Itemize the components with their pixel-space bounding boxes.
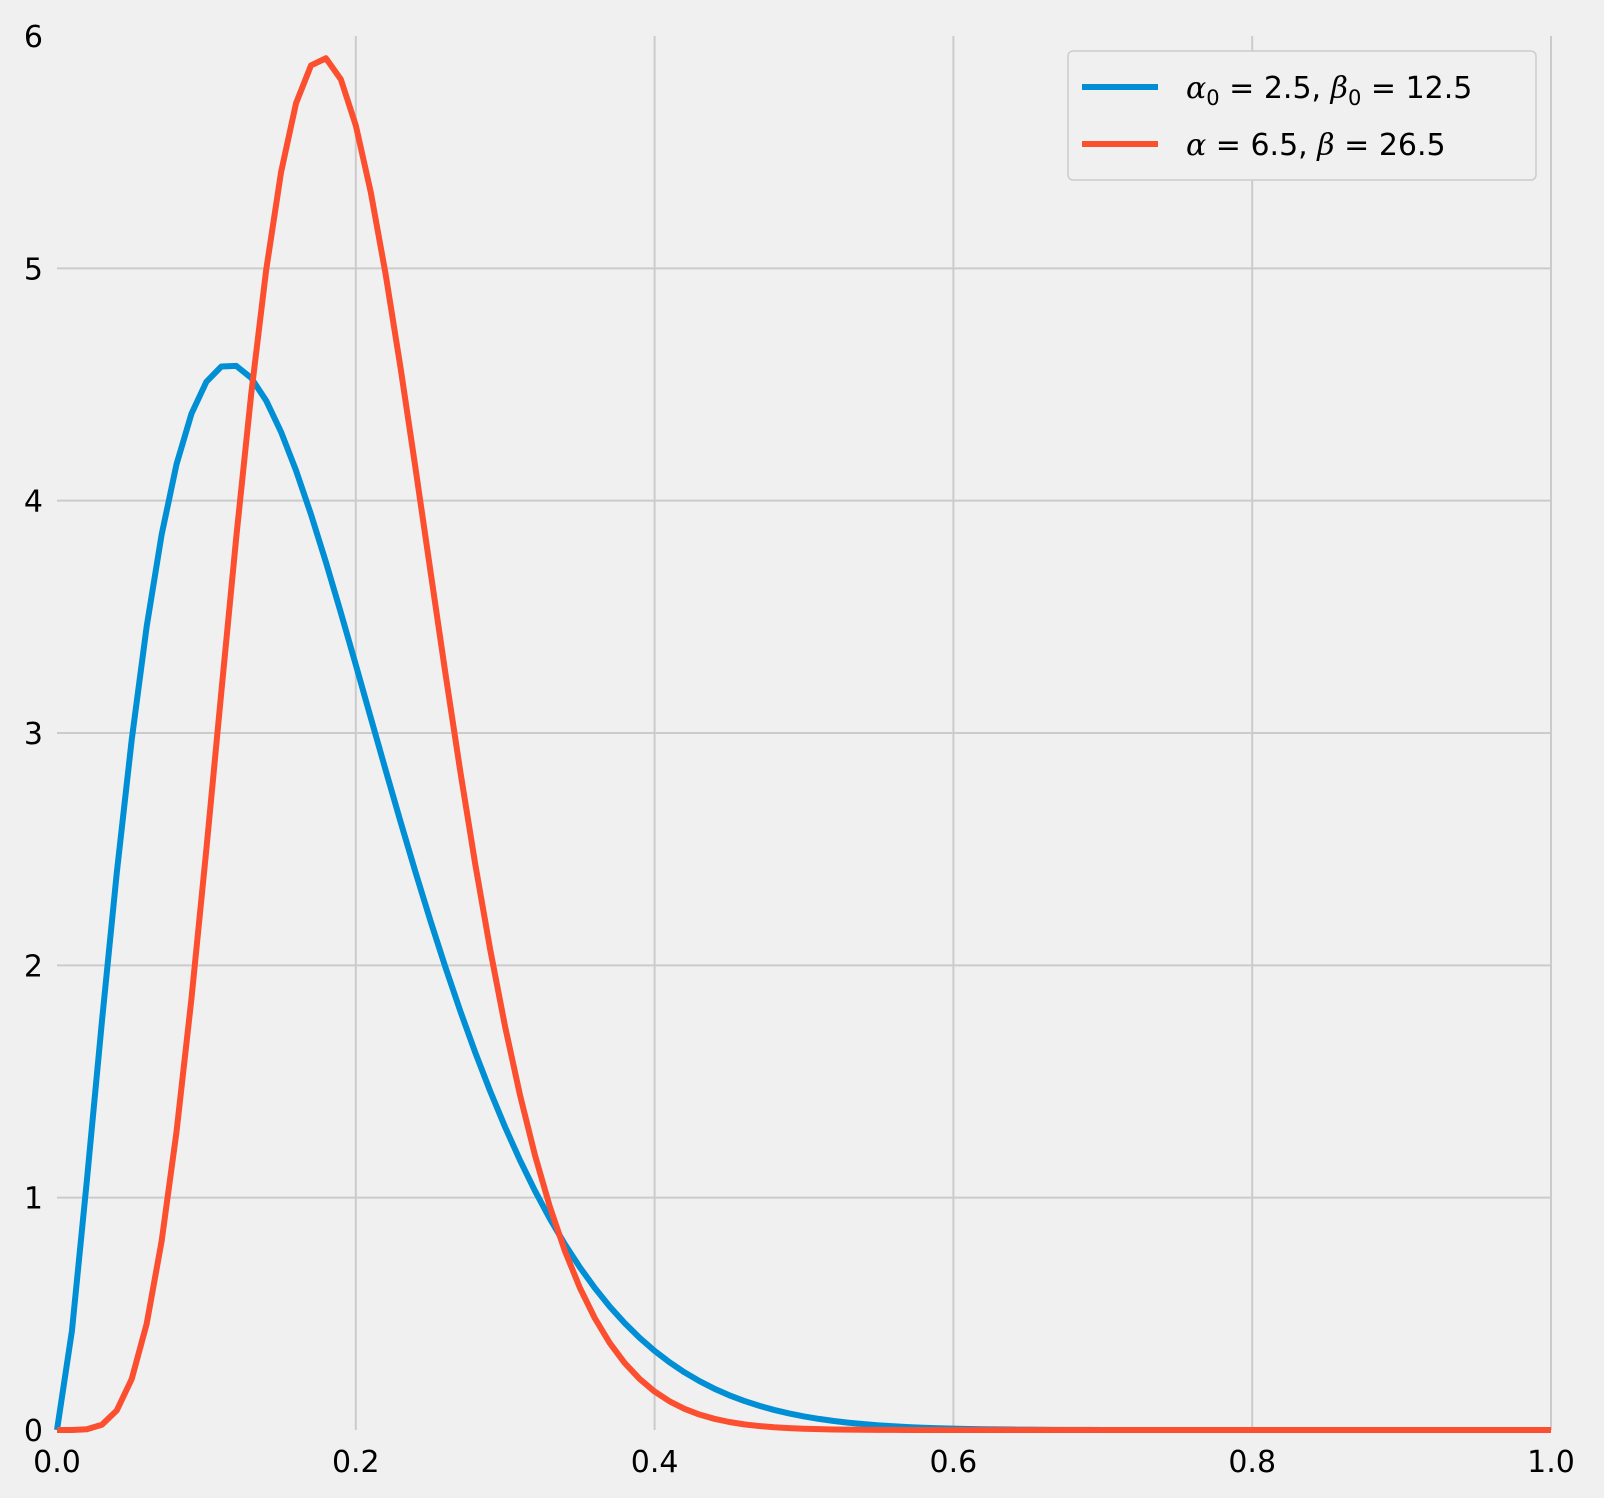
legend-label-0: α0 = 2.5, β0 = 12.5 — [1186, 71, 1472, 110]
legend: α0 = 2.5, β0 = 12.5 α = 6.5, β = 26.5 — [1067, 50, 1537, 181]
x-tick-label: 0.2 — [332, 1445, 380, 1480]
y-tick-label: 4 — [24, 485, 43, 520]
x-tick-label: 1.0 — [1527, 1445, 1575, 1480]
y-tick-label: 0 — [24, 1414, 43, 1449]
y-tick-label: 2 — [24, 949, 43, 984]
x-tick-label: 0.4 — [631, 1445, 679, 1480]
legend-box — [1067, 50, 1537, 181]
series-line-1 — [56, 55, 1551, 1433]
tick-labels: 0.0 0.2 0.4 0.6 0.8 1.0 0 1 2 3 4 5 6 — [24, 20, 1575, 1480]
y-tick-label: 6 — [24, 20, 43, 55]
grid — [57, 36, 1552, 1430]
y-tick-label: 5 — [24, 252, 43, 287]
x-tick-label: 0.0 — [33, 1445, 81, 1480]
x-tick-label: 0.8 — [1228, 1445, 1276, 1480]
legend-label-1: α = 6.5, β = 26.5 — [1186, 128, 1446, 163]
y-tick-label: 1 — [24, 1182, 43, 1217]
y-tick-label: 3 — [24, 717, 43, 752]
series-layer — [54, 55, 1551, 1433]
x-tick-label: 0.6 — [930, 1445, 978, 1480]
